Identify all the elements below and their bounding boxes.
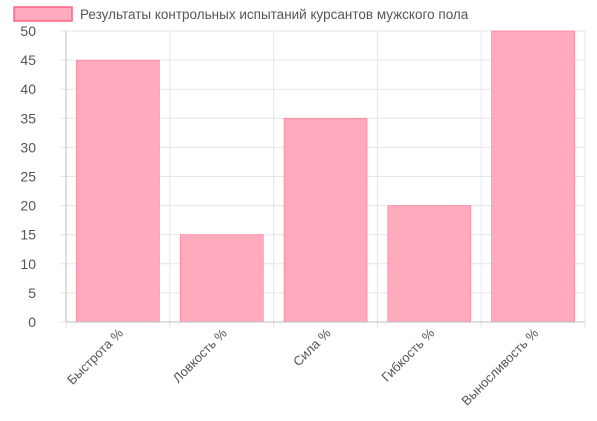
x-tick-label: Гибкость %	[378, 325, 437, 384]
x-tick-label: Быстрота %	[64, 325, 126, 387]
legend[interactable]: Результаты контрольных испытаний курсант…	[13, 6, 469, 22]
legend-swatch[interactable]	[13, 6, 73, 22]
y-tick-label: 40	[20, 81, 36, 97]
y-tick-label: 30	[20, 139, 36, 155]
y-tick-label: 20	[20, 198, 36, 214]
y-tick-label: 45	[20, 52, 36, 68]
bar[interactable]	[491, 30, 575, 323]
x-tick-label: Сила %	[290, 325, 334, 369]
bar[interactable]	[387, 205, 472, 323]
y-tick-label: 50	[20, 23, 36, 39]
y-tick-label: 35	[20, 110, 36, 126]
y-tick-label: 0	[28, 314, 36, 330]
y-tick-label: 25	[20, 169, 36, 185]
y-tick-label: 5	[28, 285, 36, 301]
bar[interactable]	[283, 118, 368, 323]
x-tick-label: Ловкость %	[170, 325, 231, 386]
bar[interactable]	[179, 234, 264, 323]
bars-layer	[76, 30, 575, 323]
y-tick-label: 15	[20, 227, 36, 243]
y-tick-label: 10	[20, 256, 36, 272]
bar[interactable]	[76, 59, 160, 323]
legend-label[interactable]: Результаты контрольных испытаний курсант…	[80, 7, 469, 22]
x-tick-label: Выносливость %	[458, 325, 541, 408]
